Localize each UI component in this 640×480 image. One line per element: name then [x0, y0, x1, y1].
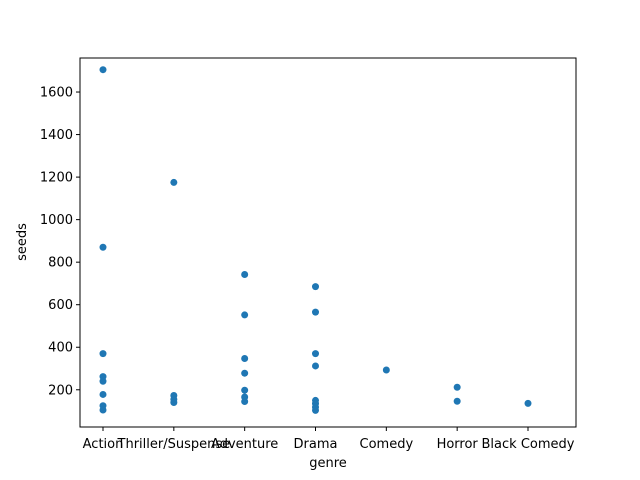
data-point	[99, 66, 107, 74]
y-tick-label: 400	[48, 341, 73, 356]
data-point	[241, 397, 249, 405]
data-point	[99, 350, 107, 358]
data-points	[99, 66, 532, 414]
y-tick-label: 800	[48, 256, 73, 271]
data-point	[453, 383, 461, 391]
data-point	[312, 362, 319, 370]
y-tick-label: 1400	[40, 128, 73, 143]
y-tick-label: 1200	[40, 171, 73, 186]
y-tick-label: 600	[48, 298, 73, 313]
data-point	[241, 311, 249, 319]
x-tick-label: Thriller/Suspense	[117, 437, 231, 452]
x-tick-label: Black Comedy	[482, 437, 575, 452]
x-tick-label: Drama	[294, 437, 338, 452]
data-point	[524, 399, 532, 407]
data-point	[99, 243, 107, 251]
plot-area-frame	[79, 57, 577, 428]
data-point	[170, 178, 178, 186]
x-axis-label: genre	[309, 456, 347, 471]
data-point	[241, 355, 249, 363]
data-point	[170, 399, 178, 407]
data-point	[99, 377, 107, 385]
data-point	[241, 271, 249, 279]
x-tick-label: Horror	[437, 437, 479, 452]
y-tick-label: 1000	[40, 213, 73, 228]
x-tick-label: Action	[83, 437, 124, 452]
data-point	[99, 390, 107, 398]
data-point	[241, 386, 249, 394]
data-point	[312, 406, 319, 414]
data-point	[312, 283, 319, 291]
data-point	[312, 308, 319, 316]
y-tick-label: 200	[48, 383, 73, 398]
data-point	[453, 397, 461, 405]
data-point	[382, 366, 390, 374]
data-point	[99, 406, 107, 414]
y-tick-label: 1600	[40, 86, 73, 101]
x-tick-label: Comedy	[360, 437, 414, 452]
data-point	[241, 369, 249, 377]
data-point	[312, 350, 319, 358]
axis-ticks: 200 400 600 800 1000 1200 1400 1600 ActionThrill…	[40, 86, 575, 452]
x-tick-label: Adventure	[211, 437, 278, 452]
y-axis-label: seeds	[15, 223, 30, 261]
